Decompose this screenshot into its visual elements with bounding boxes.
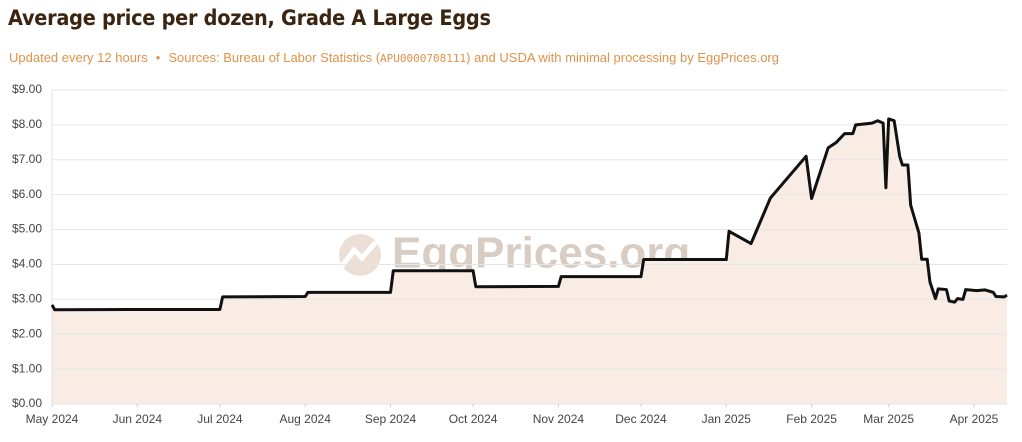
x-tick-label: Sep 2024: [365, 412, 417, 426]
x-tick-label: Jul 2024: [197, 412, 243, 426]
chart-title: Average price per dozen, Grade A Large E…: [8, 6, 491, 30]
update-note: Updated every 12 hours: [9, 50, 148, 65]
sources-prefix: Sources: Bureau of Labor Statistics (: [168, 50, 381, 65]
x-tick-label: Jun 2024: [113, 412, 163, 426]
y-tick-label: $3.00: [12, 292, 42, 306]
x-tick-label: Oct 2024: [449, 412, 498, 426]
y-tick-label: $9.00: [12, 82, 42, 96]
area: [52, 118, 1007, 405]
y-tick-label: $6.00: [12, 187, 42, 201]
x-tick-label: May 2024: [26, 412, 79, 426]
separator: •: [155, 50, 161, 65]
x-tick-label: Jan 2025: [702, 412, 752, 426]
grid: [52, 89, 1007, 405]
subtitle: Updated every 12 hours • Sources: Bureau o…: [9, 50, 779, 65]
series-id: APU0000708111: [380, 52, 467, 65]
y-tick-label: $0.00: [12, 396, 42, 410]
x-tick-label: Feb 2025: [786, 412, 837, 426]
x-tick-label: Nov 2024: [533, 412, 585, 426]
line: [50, 117, 1008, 312]
sources-suffix: ) and USDA with minimal processing by Eg…: [466, 50, 779, 65]
y-tick-label: $1.00: [12, 361, 42, 375]
y-tick-label: $2.00: [12, 326, 42, 340]
y-tick-label: $5.00: [12, 222, 42, 236]
x-tick-label: Dec 2024: [615, 412, 667, 426]
x-tick-label: Apr 2025: [950, 412, 999, 426]
x-tick-label: Aug 2024: [280, 412, 332, 426]
y-tick-label: $4.00: [12, 257, 42, 271]
x-tick-label: Mar 2025: [863, 412, 914, 426]
y-tick-label: $8.00: [12, 117, 42, 131]
watermark-logo: [339, 234, 381, 276]
y-tick-label: $7.00: [12, 152, 42, 166]
